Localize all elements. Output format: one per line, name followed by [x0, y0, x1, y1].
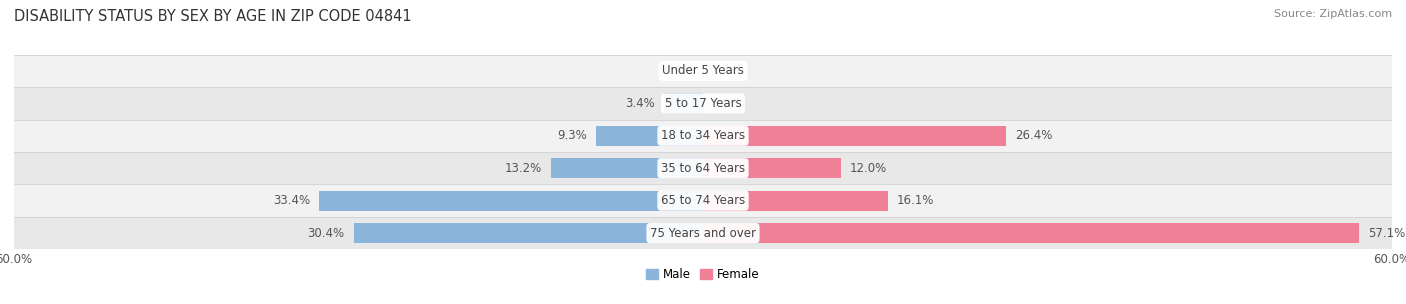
Text: 57.1%: 57.1% [1368, 226, 1405, 240]
Text: 33.4%: 33.4% [273, 194, 311, 207]
Bar [14, 87, 1392, 119]
Bar [354, 223, 703, 243]
Text: 16.1%: 16.1% [897, 194, 935, 207]
Bar [596, 126, 703, 146]
Bar [664, 93, 703, 113]
Text: 30.4%: 30.4% [308, 226, 344, 240]
Text: 0.0%: 0.0% [664, 64, 693, 78]
Text: 18 to 34 Years: 18 to 34 Years [661, 129, 745, 142]
Text: 13.2%: 13.2% [505, 162, 543, 175]
Text: 5 to 17 Years: 5 to 17 Years [665, 97, 741, 110]
Text: Source: ZipAtlas.com: Source: ZipAtlas.com [1274, 9, 1392, 19]
Bar [14, 185, 1392, 217]
Text: 35 to 64 Years: 35 to 64 Years [661, 162, 745, 175]
Text: 65 to 74 Years: 65 to 74 Years [661, 194, 745, 207]
Text: DISABILITY STATUS BY SEX BY AGE IN ZIP CODE 04841: DISABILITY STATUS BY SEX BY AGE IN ZIP C… [14, 9, 412, 24]
Text: 0.0%: 0.0% [713, 97, 742, 110]
Bar [551, 158, 703, 178]
Bar [14, 119, 1392, 152]
Bar [14, 152, 1392, 185]
Text: 9.3%: 9.3% [557, 129, 588, 142]
Bar [703, 223, 1358, 243]
Bar [14, 55, 1392, 87]
Bar [703, 191, 887, 211]
Legend: Male, Female: Male, Female [641, 264, 765, 286]
Text: Under 5 Years: Under 5 Years [662, 64, 744, 78]
Text: 75 Years and over: 75 Years and over [650, 226, 756, 240]
Text: 26.4%: 26.4% [1015, 129, 1053, 142]
Bar [14, 217, 1392, 249]
Text: 12.0%: 12.0% [851, 162, 887, 175]
Text: 3.4%: 3.4% [626, 97, 655, 110]
Bar [703, 158, 841, 178]
Bar [703, 126, 1007, 146]
Text: 0.0%: 0.0% [713, 64, 742, 78]
Bar [319, 191, 703, 211]
